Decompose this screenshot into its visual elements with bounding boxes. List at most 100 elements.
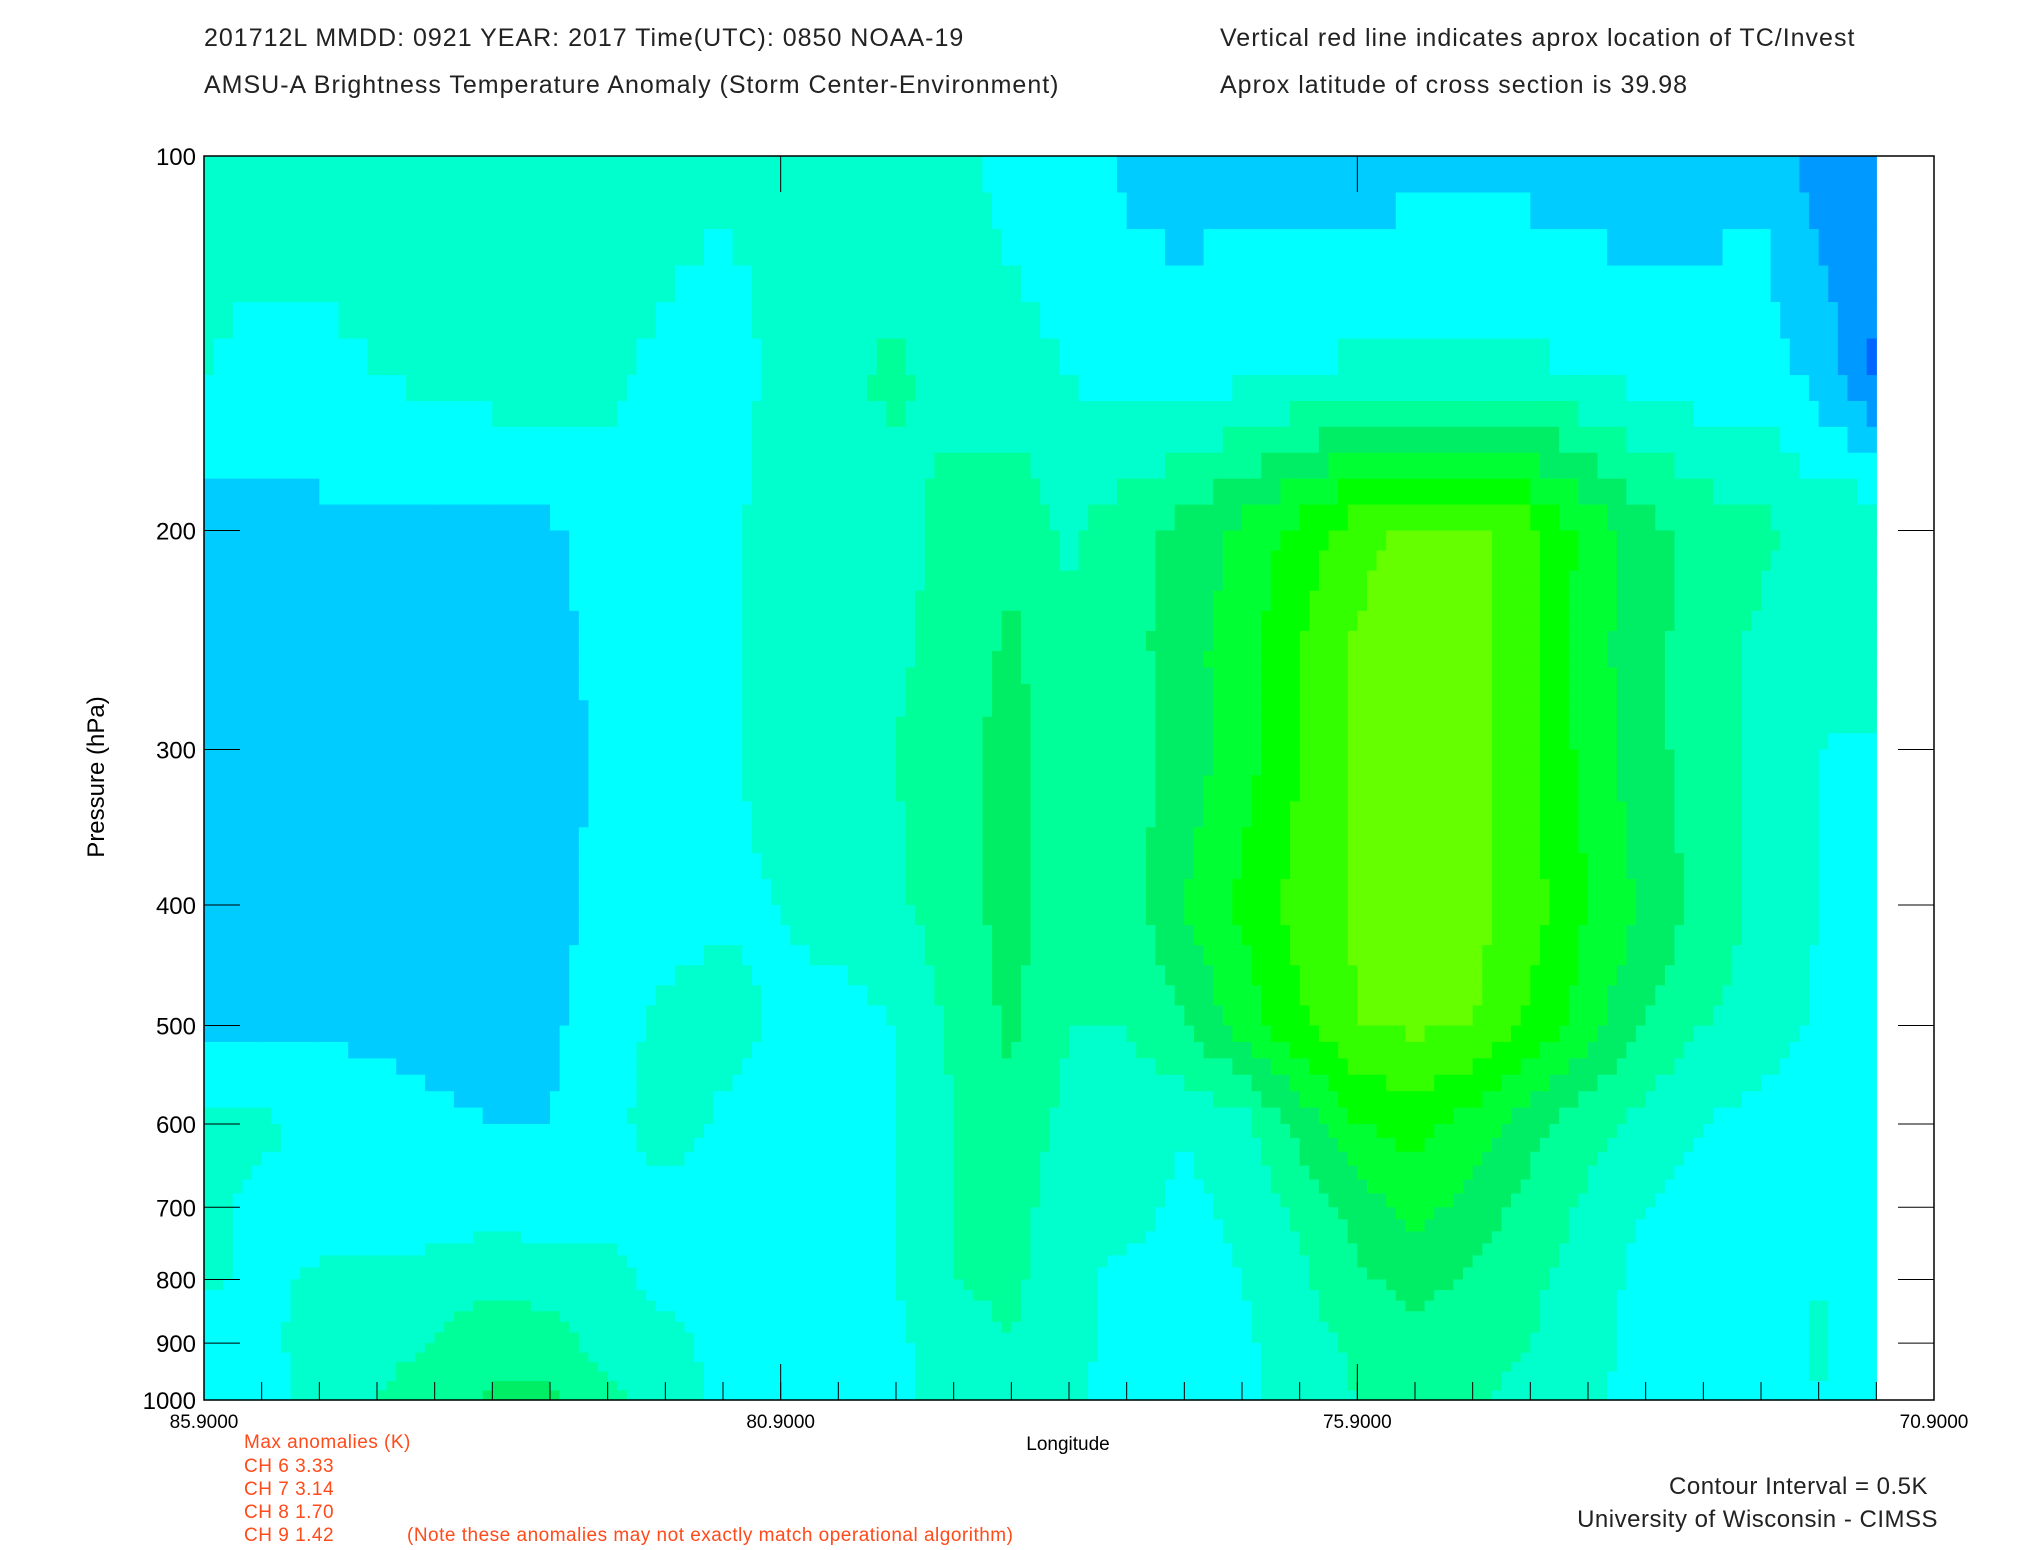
contour-cell xyxy=(1251,570,1262,592)
contour-cell xyxy=(607,683,618,701)
contour-cell xyxy=(876,302,887,340)
contour-cell xyxy=(617,426,628,454)
contour-cell xyxy=(1280,775,1291,802)
contour-cell xyxy=(1136,426,1147,454)
contour-cell xyxy=(521,504,532,532)
contour-cell xyxy=(1049,630,1060,652)
contour-cell xyxy=(636,700,647,718)
contour-cell xyxy=(1222,879,1233,906)
contour-cell xyxy=(1395,550,1406,572)
contour-cell xyxy=(723,716,734,734)
contour-cell xyxy=(1501,570,1512,592)
contour-cell xyxy=(1049,478,1060,506)
contour-cell xyxy=(953,683,964,701)
contour-cell xyxy=(1463,853,1474,880)
contour-cell xyxy=(684,530,695,552)
contour-cell xyxy=(1165,733,1176,751)
contour-cell xyxy=(713,338,724,376)
contour-cell xyxy=(328,530,340,552)
contour-cell xyxy=(425,801,436,828)
contour-cell xyxy=(1645,452,1656,480)
contour-cell xyxy=(1193,700,1205,718)
contour-cell xyxy=(204,700,215,718)
contour-cell xyxy=(1751,733,1762,751)
contour-cell xyxy=(1069,716,1080,734)
contour-cell xyxy=(232,192,244,230)
contour-cell xyxy=(453,452,465,480)
contour-cell xyxy=(1453,733,1464,751)
contour-cell xyxy=(742,610,753,632)
contour-cell xyxy=(1290,478,1301,506)
contour-cell xyxy=(1290,530,1301,552)
contour-cell xyxy=(1415,156,1426,194)
contour-cell xyxy=(847,879,859,906)
contour-cell xyxy=(886,156,897,194)
contour-cell xyxy=(1616,570,1628,592)
contour-cell xyxy=(1107,302,1118,340)
contour-cell xyxy=(723,338,734,376)
contour-cell xyxy=(1674,452,1685,480)
contour-cell xyxy=(434,478,445,506)
contour-cell xyxy=(588,504,599,532)
contour-cell xyxy=(780,853,791,880)
contour-cell xyxy=(348,610,359,632)
contour-cell xyxy=(867,504,878,532)
contour-cell xyxy=(1261,683,1272,701)
contour-cell xyxy=(501,651,513,669)
contour-cell xyxy=(1117,801,1128,828)
contour-cell xyxy=(847,375,859,402)
contour-cell xyxy=(367,426,378,454)
contour-cell xyxy=(578,700,590,718)
contour-cell xyxy=(1741,302,1752,340)
contour-cell xyxy=(1386,590,1397,612)
contour-cell xyxy=(1482,375,1493,402)
contour-cell xyxy=(473,716,484,734)
contour-cell xyxy=(1347,610,1358,632)
contour-cell xyxy=(1809,400,1820,428)
contour-cell xyxy=(319,879,330,906)
contour-cell xyxy=(1386,550,1397,572)
contour-cell xyxy=(1165,827,1176,854)
contour-cell xyxy=(1097,478,1109,506)
contour-cell xyxy=(1616,716,1628,734)
contour-cell xyxy=(703,801,714,828)
contour-cell xyxy=(1424,192,1435,230)
contour-cell xyxy=(578,265,590,303)
contour-cell xyxy=(213,229,224,267)
contour-cell xyxy=(1184,610,1195,632)
contour-cell xyxy=(357,853,368,880)
contour-cell xyxy=(1328,400,1339,428)
contour-cell xyxy=(674,302,686,340)
contour-cell xyxy=(1761,192,1772,230)
contour-cell xyxy=(1136,683,1147,701)
contour-cell xyxy=(482,700,493,718)
contour-cell xyxy=(1097,452,1109,480)
contour-cell xyxy=(1280,375,1291,402)
contour-cell xyxy=(953,375,964,402)
contour-cell xyxy=(309,478,320,506)
contour-cell xyxy=(1059,426,1070,454)
contour-cell xyxy=(1117,733,1128,751)
contour-cell xyxy=(261,426,272,454)
contour-cell xyxy=(1761,570,1772,592)
contour-cell xyxy=(434,590,445,612)
contour-cell xyxy=(232,610,244,632)
contour-cell xyxy=(1828,375,1839,402)
contour-cell xyxy=(569,265,580,303)
contour-cell xyxy=(1761,400,1772,428)
contour-cell xyxy=(886,651,897,669)
contour-cell xyxy=(799,749,811,777)
contour-cell xyxy=(1482,400,1493,428)
contour-cell xyxy=(1607,302,1618,340)
contour-cell xyxy=(1338,156,1349,194)
contour-cell xyxy=(223,156,234,194)
contour-cell xyxy=(1530,700,1541,718)
contour-cell xyxy=(1030,853,1041,880)
contour-cell xyxy=(1126,700,1137,718)
contour-cell xyxy=(271,827,282,854)
contour-cell xyxy=(1318,683,1330,701)
contour-cell xyxy=(415,570,426,592)
contour-cell xyxy=(1040,610,1051,632)
contour-cell xyxy=(1395,478,1406,506)
contour-cell xyxy=(1530,426,1541,454)
